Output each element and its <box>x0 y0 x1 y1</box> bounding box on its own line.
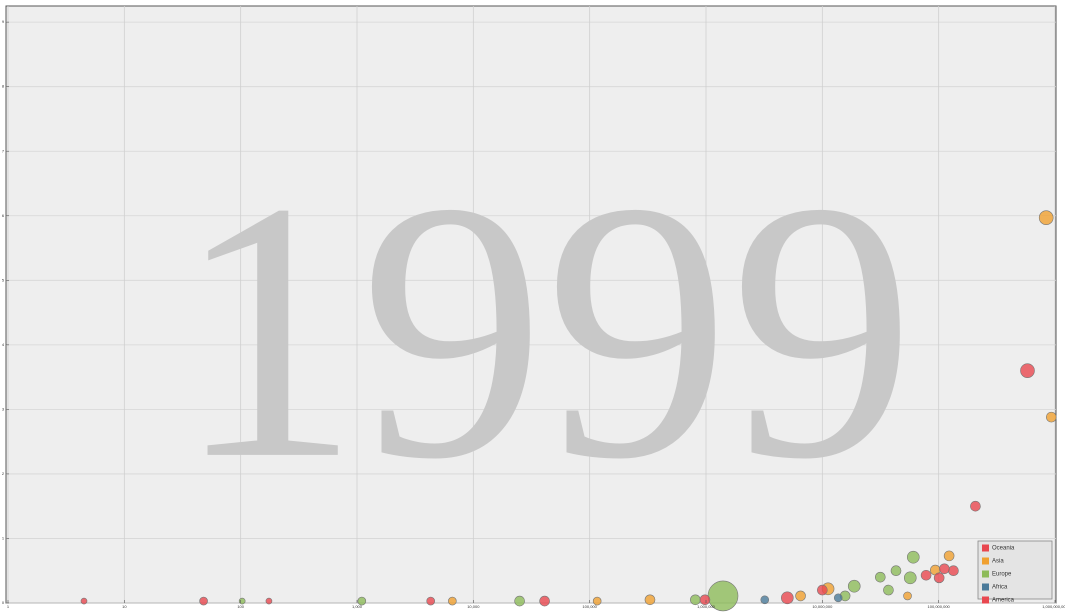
bubble <box>357 596 367 606</box>
y-tick-label: 1 <box>2 536 5 541</box>
y-tick-label: 8 <box>2 84 5 89</box>
legend-box <box>977 540 1053 600</box>
y-tick-label: 4 <box>2 342 5 347</box>
bubbles <box>80 210 1057 612</box>
y-tick-label: 6 <box>2 213 5 218</box>
bubble <box>760 595 770 605</box>
bubble <box>699 594 711 606</box>
plot-area <box>5 5 1057 604</box>
x-tick-label: 1,000,000,000 <box>1042 604 1065 609</box>
bubble <box>1038 210 1054 225</box>
bubble <box>933 572 945 584</box>
x-tick-label: 10,000 <box>467 604 480 609</box>
legend-label: Asia <box>992 559 1004 565</box>
bubble <box>920 569 932 581</box>
legend-swatch <box>982 544 989 552</box>
x-tick-label: 10,000,000 <box>812 604 833 609</box>
bubble <box>875 571 886 583</box>
bubble <box>1046 411 1057 423</box>
legend-swatch <box>982 570 989 578</box>
x-tick-label: 1 <box>7 604 10 609</box>
bubble <box>644 594 656 606</box>
legend-label: Europe <box>992 572 1012 578</box>
bubble <box>943 550 955 562</box>
legend-label: America <box>992 598 1015 604</box>
bubble <box>539 595 550 607</box>
bubble <box>939 563 950 575</box>
legend: Oceania Asia Europe Africa America <box>977 540 1053 604</box>
x-tick-label: 100,000,000 <box>928 604 951 609</box>
year-watermark: 1999 <box>175 126 915 536</box>
bubble <box>199 596 208 606</box>
bubble <box>970 500 981 512</box>
y-tick-label: 5 <box>2 277 5 282</box>
bubble <box>781 591 794 605</box>
y-tick-label: 9 <box>2 19 5 24</box>
bubble <box>847 579 861 593</box>
grid <box>6 6 1056 604</box>
legend-swatch <box>982 557 989 565</box>
x-tick-label: 1,000 <box>352 604 363 609</box>
bubble <box>903 571 917 585</box>
y-tick-label: 0 <box>2 600 5 605</box>
bubble <box>948 565 959 577</box>
legend-swatch <box>982 596 989 604</box>
bubble <box>80 597 88 605</box>
bubble <box>795 590 806 602</box>
bubble <box>592 596 602 606</box>
x-tick-label: 100,000 <box>582 604 597 609</box>
bubble <box>833 593 843 603</box>
bubble <box>906 550 920 564</box>
bubble <box>890 565 902 577</box>
y-tick-label: 2 <box>2 471 5 476</box>
y-tick-label: 7 <box>2 148 5 153</box>
bubble <box>817 584 828 596</box>
legend-swatch <box>982 583 989 591</box>
bubble <box>265 597 273 605</box>
bubble <box>1020 363 1035 378</box>
bubble <box>514 595 525 607</box>
legend-label: Africa <box>992 585 1008 591</box>
bubble <box>883 584 894 596</box>
x-tick-label: 10 <box>122 604 127 609</box>
x-tick-label: 1,000,000 <box>697 604 716 609</box>
bubble <box>448 596 457 606</box>
y-tick-label: 3 <box>2 406 5 411</box>
bubble <box>426 596 435 606</box>
bubble <box>903 591 912 601</box>
x-tick-label: 100 <box>237 604 244 609</box>
legend-label: Oceania <box>992 546 1015 552</box>
